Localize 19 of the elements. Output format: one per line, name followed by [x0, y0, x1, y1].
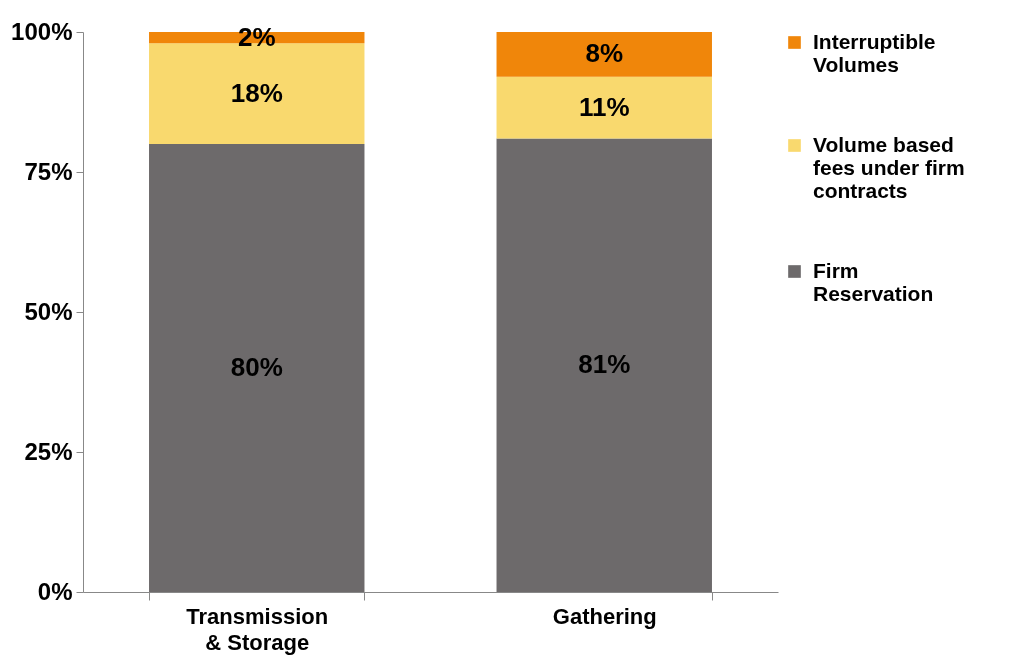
bar [496, 32, 712, 77]
data-label: 8% [585, 38, 624, 69]
y-tick-label: 50% [24, 297, 73, 325]
data-label: 11% [578, 91, 630, 122]
legend-label: Volume based fees under firm contracts [813, 132, 965, 202]
data-label: 81% [578, 349, 631, 380]
x-tick-label: Gathering [552, 603, 657, 629]
legend-label: Interruptible Volumes [813, 29, 936, 76]
y-tick-label: 0% [37, 577, 73, 605]
data-label: 18% [230, 77, 283, 108]
x-tick-label: Transmission & Storage [186, 603, 329, 655]
bar [149, 144, 365, 592]
y-tick-label: 25% [24, 437, 73, 465]
y-tick-label: 75% [24, 157, 73, 185]
bar [496, 138, 712, 592]
y-tick-label: 100% [11, 17, 73, 45]
legend-label: Firm Reservation [813, 258, 934, 305]
data-label: 80% [230, 352, 283, 382]
bar [496, 76, 712, 139]
